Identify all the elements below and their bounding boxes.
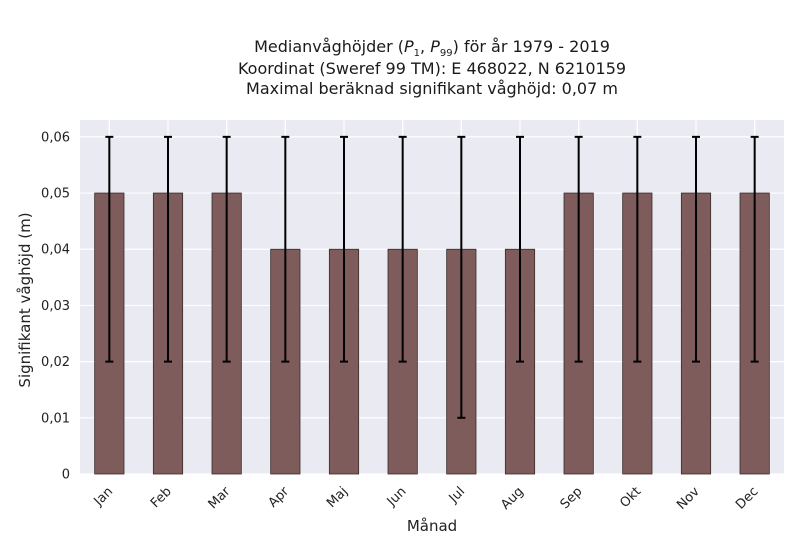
y-tick-label: 0,04	[41, 243, 70, 258]
error-bar-apr	[281, 135, 290, 363]
x-tick-label: Jun	[384, 484, 410, 510]
error-bar-dec	[750, 135, 759, 363]
error-bar-aug	[516, 135, 524, 363]
x-tick-label: Dec	[733, 484, 761, 512]
y-tick-label: 0,06	[41, 130, 70, 145]
y-axis-ticks: 0 0,01 0,02 0,03 0,04 0,05 0,06	[41, 130, 70, 482]
y-tick-label: 0,05	[41, 187, 70, 202]
x-axis-ticks: Jan Feb Mar Apr Maj Jun Jul Aug Sep Okt Nov Dec	[91, 484, 762, 513]
x-axis-label: Månad	[407, 517, 457, 535]
y-tick-label: 0,03	[41, 299, 70, 314]
error-bar-jun	[398, 135, 407, 363]
error-bar-nov	[692, 135, 700, 363]
error-bar-mar	[222, 135, 231, 363]
error-bar-sep	[574, 135, 583, 363]
error-bars	[105, 135, 759, 419]
y-tick-label: 0,01	[41, 411, 70, 426]
y-axis-label: Signifikant våghöjd (m)	[16, 212, 34, 387]
y-tick-label: 0,02	[41, 355, 70, 370]
x-tick-label: Maj	[324, 484, 351, 511]
plot-area	[80, 120, 784, 474]
x-tick-label: Nov	[674, 484, 703, 513]
x-tick-label: Jan	[91, 484, 116, 509]
error-bar-feb	[164, 135, 172, 363]
x-tick-label: Feb	[148, 484, 175, 511]
chart-title-line-1: Medianvåghöjder (P1, P99) för år 1979 - …	[254, 37, 610, 59]
x-tick-label: Mar	[206, 484, 234, 512]
y-tick-label: 0	[62, 468, 70, 483]
error-bar-maj	[340, 135, 348, 363]
x-tick-label: Sep	[558, 484, 586, 512]
x-tick-label: Aug	[498, 484, 527, 513]
error-bar-okt	[633, 135, 642, 363]
x-tick-label: Okt	[617, 484, 644, 511]
chart-title-line-2: Koordinat (Sweref 99 TM): E 468022, N 62…	[238, 59, 626, 78]
chart-title: Medianvåghöjder (P1, P99) för år 1979 - …	[238, 37, 626, 98]
x-tick-label: Jul	[446, 484, 468, 506]
error-bar-jan	[105, 135, 114, 363]
error-bar-jul	[457, 135, 466, 419]
x-tick-label: Apr	[266, 484, 293, 511]
chart-title-line-3: Maximal beräknad signifikant våghöjd: 0,…	[246, 79, 618, 98]
